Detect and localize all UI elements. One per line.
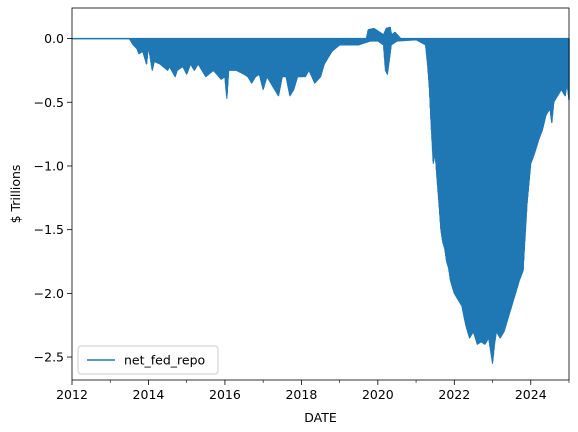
- x-tick-label: 2020: [362, 387, 394, 402]
- x-tick-label: 2022: [438, 387, 470, 402]
- x-tick-label: 2016: [209, 387, 241, 402]
- y-tick-label: 0.0: [44, 31, 64, 46]
- y-tick-label: −2.0: [34, 286, 64, 301]
- legend-box: [77, 345, 219, 375]
- x-tick-label: 2024: [515, 387, 547, 402]
- axes-frame: [71, 7, 570, 381]
- y-tick-label: −2.5: [34, 350, 64, 365]
- legend-entry-net-fed-repo: net_fed_repo: [124, 353, 205, 368]
- plot-area: [71, 7, 570, 381]
- series-net-fed-repo-line: [72, 27, 570, 362]
- x-tick-label: 2012: [56, 387, 88, 402]
- y-axis: 0.0 −0.5 −1.0 −1.5 −2.0 −2.5: [34, 31, 72, 365]
- y-tick-label: −0.5: [34, 95, 64, 110]
- y-tick-label: −1.0: [34, 158, 64, 173]
- x-axis-label: DATE: [304, 410, 337, 425]
- legend: net_fed_repo: [77, 345, 219, 375]
- x-axis: 2012 2014 2016 2018 2020 2022 2024: [56, 380, 570, 402]
- x-tick-label: 2018: [285, 387, 317, 402]
- y-axis-label: $ Trillions: [8, 165, 23, 224]
- x-tick-label: 2014: [133, 387, 165, 402]
- y-tick-label: −1.5: [34, 222, 64, 237]
